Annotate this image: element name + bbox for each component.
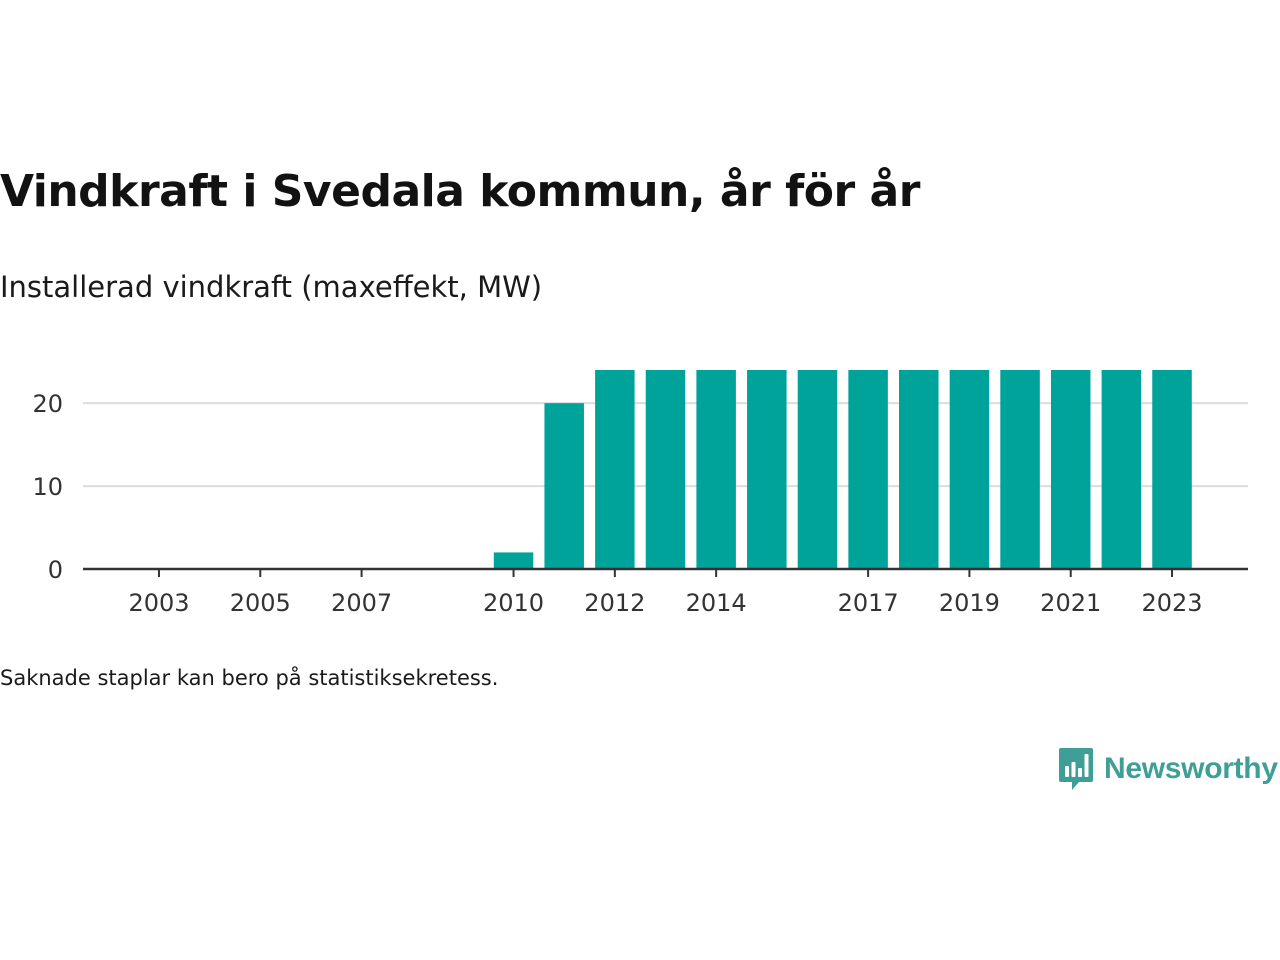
bar: [595, 370, 635, 569]
x-tick-label: 2017: [838, 589, 899, 617]
newsworthy-logo-icon: [1059, 748, 1093, 790]
bar: [544, 403, 584, 569]
x-tick-label: 2021: [1040, 589, 1101, 617]
footnote: Saknade staplar kan bero på statistiksek…: [0, 666, 499, 690]
x-tick-label: 2010: [483, 589, 544, 617]
bar: [1152, 370, 1192, 569]
bar: [696, 370, 736, 569]
y-tick-label: 10: [32, 473, 63, 501]
x-tick-label: 2003: [128, 589, 189, 617]
bar: [899, 370, 939, 569]
bar: [645, 370, 686, 569]
y-tick-label: 0: [48, 556, 63, 584]
bar: [493, 552, 534, 569]
chart-subtitle: Installerad vindkraft (maxeffekt, MW): [0, 270, 543, 304]
x-tick-label: 2012: [584, 589, 645, 617]
brand: Newsworthy: [1058, 746, 1278, 792]
x-tick-label: 2005: [230, 589, 291, 617]
bar: [1050, 370, 1091, 569]
bar: [848, 370, 888, 569]
x-tick-label: 2019: [939, 589, 1000, 617]
bar: [1000, 370, 1040, 569]
bar: [1101, 370, 1142, 569]
bar: [747, 370, 787, 569]
x-tick-label: 2023: [1141, 589, 1202, 617]
bar-layer: [493, 370, 1192, 569]
y-tick-label: 20: [32, 390, 63, 418]
bar: [797, 370, 838, 569]
bar: [949, 370, 990, 569]
brand-name: Newsworthy: [1104, 752, 1278, 785]
x-tick-label: 2014: [686, 589, 747, 617]
bar-chart: 0 10 20 2003 2005 2007 2010 2012 2014 2017 2019 202…: [32, 370, 1248, 617]
axis-layer: 0 10 20 2003 2005 2007 2010 2012 2014 2017 2019 202…: [32, 390, 1248, 617]
x-tick-label: 2007: [331, 589, 392, 617]
chart-title: Vindkraft i Svedala kommun, år för år: [0, 166, 920, 217]
